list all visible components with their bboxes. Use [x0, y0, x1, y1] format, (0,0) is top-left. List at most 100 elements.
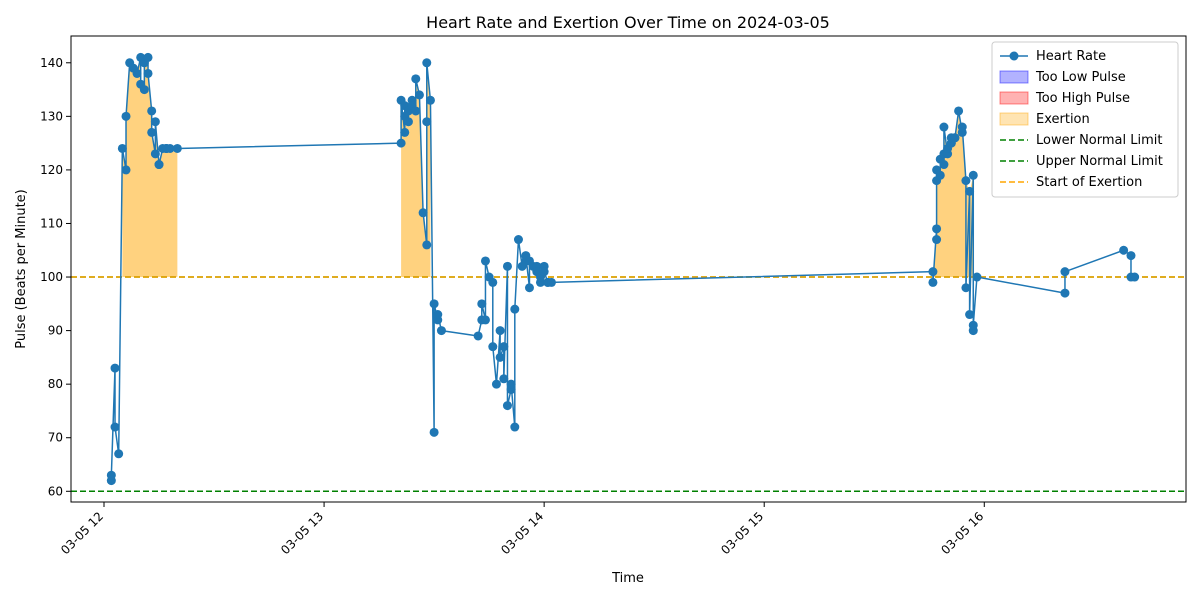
heart-rate-point [506, 379, 516, 389]
legend-swatch [999, 112, 1029, 126]
y-axis: 60 70 80 90 100 110 120 130 140 [40, 56, 71, 498]
heart-rate-point [422, 58, 432, 68]
y-tick-label: 140 [40, 56, 63, 70]
heart-rate-point [425, 95, 435, 105]
heart-rate-point [954, 106, 964, 116]
heart-rate-point [961, 176, 971, 186]
chart-title: Heart Rate and Exertion Over Time on 202… [426, 13, 830, 32]
legend-label: Upper Normal Limit [1036, 154, 1163, 169]
heart-rate-point [961, 283, 971, 293]
heart-rate-point [939, 160, 949, 170]
heart-rate-point [147, 127, 157, 137]
plot-area [71, 52, 1186, 493]
heart-rate-point [414, 90, 424, 100]
heart-rate-point [513, 235, 523, 245]
axes-frame [70, 35, 1187, 503]
heart-rate-point [957, 122, 967, 132]
y-tick-label: 120 [40, 163, 63, 177]
heart-rate-point [132, 68, 142, 78]
heart-rate-point [110, 363, 120, 373]
exertion-region-2 [932, 110, 974, 278]
heart-rate-point [480, 315, 490, 325]
heart-rate-point [143, 52, 153, 62]
heart-rate-point [499, 342, 509, 352]
heart-rate-point [422, 117, 432, 127]
legend-label: Too High Pulse [1035, 91, 1130, 106]
heart-rate-point [147, 106, 157, 116]
legend-label: Too Low Pulse [1035, 70, 1126, 85]
y-tick-label: 90 [48, 324, 63, 338]
heart-rate-point [499, 374, 509, 384]
heart-rate-point [546, 277, 556, 287]
y-tick-label: 80 [48, 377, 63, 391]
heart-rate-point [491, 379, 501, 389]
legend-swatch [999, 91, 1029, 105]
heart-rate-point [495, 352, 505, 362]
heart-rate-point [418, 208, 428, 218]
heart-rate-point [422, 240, 432, 250]
y-tick-label: 70 [48, 431, 63, 445]
legend-marker [1009, 51, 1019, 61]
heart-rate-point [968, 320, 978, 330]
heart-rate-point [411, 74, 421, 84]
heart-rate-point [121, 165, 131, 175]
heart-rate-point [539, 267, 549, 277]
heart-rate-point [502, 261, 512, 271]
heart-rate-point [488, 342, 498, 352]
legend-box [991, 41, 1179, 198]
heart-rate-point [510, 304, 520, 314]
heart-rate-point [411, 106, 421, 116]
heart-rate-point [150, 149, 160, 159]
y-tick-label: 130 [40, 109, 63, 123]
heart-rate-point [117, 143, 127, 153]
heart-rate-point [139, 85, 149, 95]
heart-rate-point [972, 272, 982, 282]
heart-rate-point [928, 267, 938, 277]
heart-rate-point [477, 299, 487, 309]
y-tick-label: 60 [48, 484, 63, 498]
heart-rate-point [154, 160, 164, 170]
x-axis-label: Time [611, 571, 644, 586]
heart-rate-point [114, 449, 124, 459]
heart-rate-point [436, 326, 446, 336]
heart-rate-point [524, 283, 534, 293]
heart-rate-point [488, 277, 498, 287]
legend-label: Exertion [1036, 112, 1090, 127]
heart-rate-point [1126, 251, 1136, 261]
heart-rate-point [143, 68, 153, 78]
heart-rate-point [935, 170, 945, 180]
legend-swatch [999, 70, 1029, 84]
heart-rate-point [429, 299, 439, 309]
heart-rate-point [396, 138, 406, 148]
heart-rate-point [968, 170, 978, 180]
heart-rate-point [965, 310, 975, 320]
heart-rate-point [106, 470, 116, 480]
heart-rate-point [495, 326, 505, 336]
heart-rate-point [400, 127, 410, 137]
exertion-region-0 [122, 57, 178, 278]
heart-rate-point [965, 186, 975, 196]
heart-rate-point [932, 224, 942, 234]
y-tick-label: 100 [40, 270, 63, 284]
heart-rate-point [433, 310, 443, 320]
heart-rate-point [1130, 272, 1140, 282]
heart-rate-point [473, 331, 483, 341]
heart-rate-point [172, 143, 182, 153]
heart-rate-point [1119, 245, 1129, 255]
heart-rate-point [480, 256, 490, 266]
heart-rate-point [150, 117, 160, 127]
heart-rate-point [502, 401, 512, 411]
heart-rate-point [950, 133, 960, 143]
heart-rate-point [1060, 288, 1070, 298]
heart-rate-point [429, 427, 439, 437]
y-axis-label: Pulse (Beats per Minute) [14, 189, 29, 349]
heart-rate-point [510, 422, 520, 432]
legend: Heart Rate Too Low Pulse Too High Pulse Exe… [991, 41, 1179, 198]
heart-rate-point [165, 143, 175, 153]
legend-label: Heart Rate [1036, 49, 1106, 64]
heart-rate-point [1060, 267, 1070, 277]
heart-rate-point [932, 235, 942, 245]
heart-rate-point [939, 122, 949, 132]
y-tick-label: 110 [40, 216, 63, 230]
